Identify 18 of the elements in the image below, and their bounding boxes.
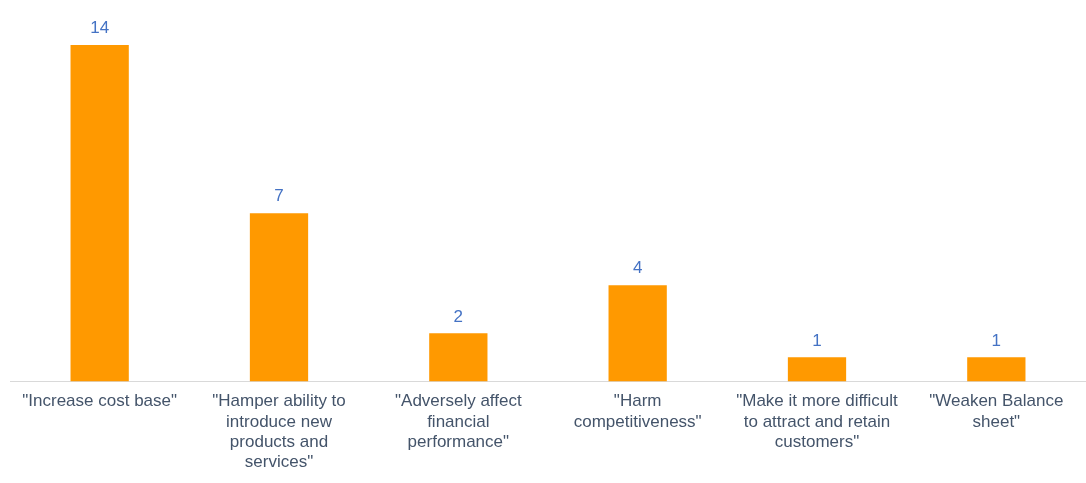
x-tick-label: "Hamper ability to introduce new products and services" — [212, 391, 346, 472]
bar — [787, 357, 847, 382]
data-label: 14 — [90, 18, 110, 38]
data-label: 2 — [453, 306, 464, 326]
bar — [70, 45, 129, 382]
bar — [429, 333, 488, 382]
bar — [967, 357, 1026, 382]
x-tick-label: "Adversely affect financial performance" — [395, 391, 522, 452]
x-tick-label: "Make it more difficult to attract and retain customers" — [736, 391, 899, 452]
x-tick-label: "Increase cost base" — [22, 391, 178, 411]
bar — [249, 213, 309, 382]
bar — [608, 285, 667, 382]
x-tick-label: "Harm competitiveness" — [573, 391, 702, 431]
data-label: 7 — [274, 186, 284, 206]
data-label: 1 — [812, 330, 822, 350]
data-label: 1 — [991, 330, 1002, 350]
x-tick-label: "Weaken Balance sheet" — [929, 391, 1064, 431]
data-label: 4 — [632, 258, 643, 278]
